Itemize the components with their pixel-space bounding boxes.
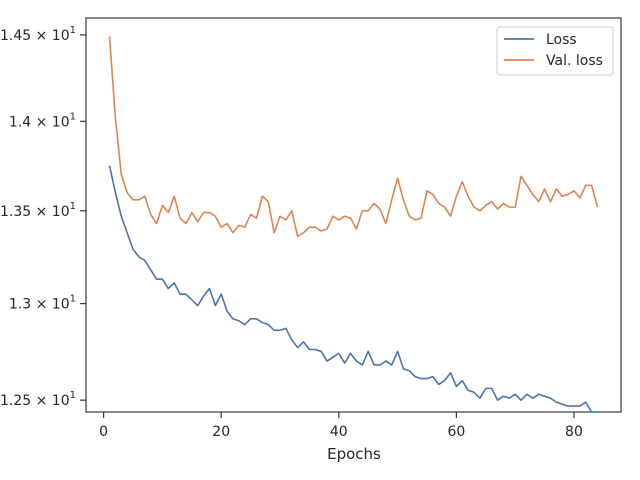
x-tick-label: 80 (565, 424, 583, 440)
series-line-val-loss (108, 36, 599, 238)
y-tick-label: 1.4 × 101 (9, 111, 76, 130)
y-tick-label: 1.3 × 101 (9, 294, 76, 313)
x-tick-label: 60 (447, 424, 465, 440)
y-axis: 1.25 × 101 1.3 × 101 1.35 × 101 1.4 × 101 1.… (0, 25, 86, 409)
x-tick-label: 40 (330, 424, 348, 440)
plot-area (85, 17, 622, 413)
y-tick-label: 1.45 × 101 (0, 25, 76, 44)
y-tick-label: 1.25 × 101 (0, 390, 76, 409)
series-layer (108, 36, 599, 413)
x-axis-title: Epochs (327, 445, 381, 463)
plot-frame (85, 17, 622, 413)
y-tick-label: 1.35 × 101 (0, 201, 76, 220)
legend-label-loss: Loss (546, 32, 577, 48)
legend-label-val-loss: Val. loss (546, 53, 603, 69)
x-tick-label: 0 (99, 424, 108, 440)
x-axis: 0 20 40 60 80 (99, 412, 583, 440)
series-line-loss (108, 165, 598, 413)
legend: Loss Val. loss (496, 26, 614, 76)
x-tick-label: 20 (212, 424, 230, 440)
